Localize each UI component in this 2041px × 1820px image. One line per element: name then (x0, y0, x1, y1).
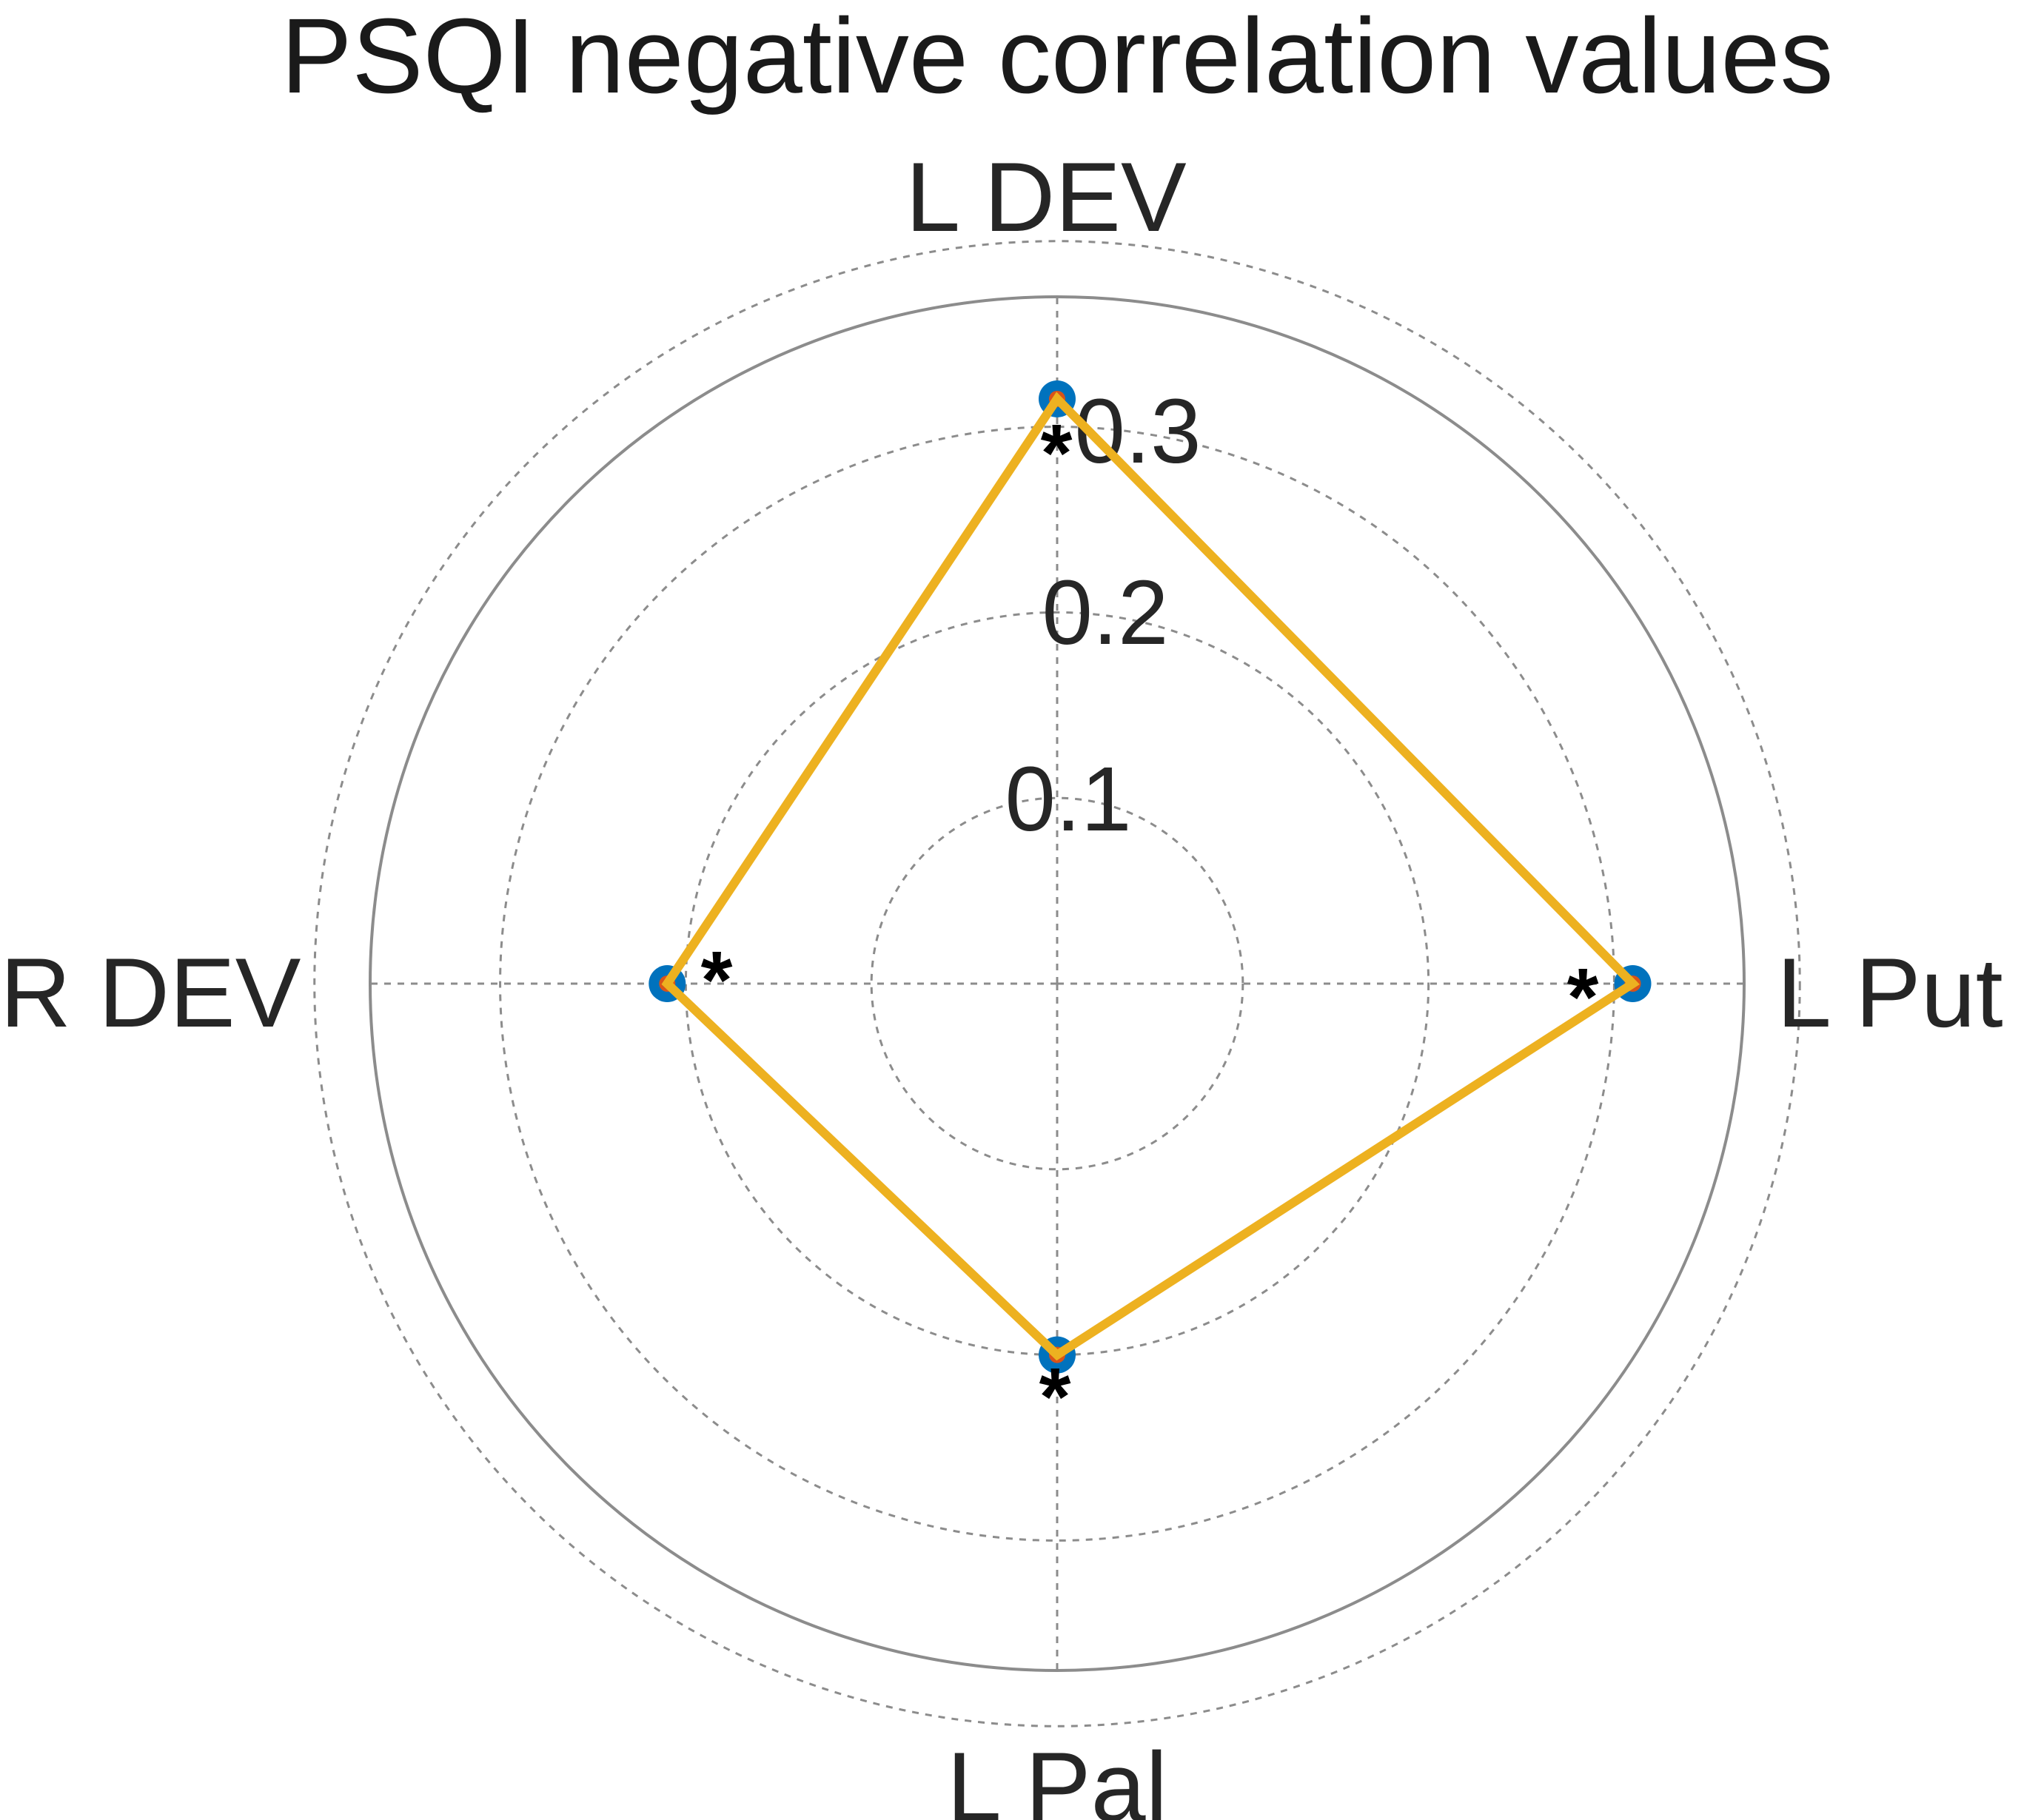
axis-label-r-dev: R DEV (0, 938, 301, 1048)
radial-ring (870, 796, 1244, 1171)
significance-star-l-put: * (1567, 952, 1599, 1043)
polar-grid (313, 240, 1801, 1727)
significance-star-r-dev: * (701, 935, 733, 1026)
radial-tick-label: 0.1 (1005, 749, 1132, 850)
axis-label-l-pal: L Pal (947, 1733, 1167, 1820)
radial-ring (499, 426, 1615, 1542)
radial-tick-label: 0.2 (1042, 563, 1169, 664)
radial-ring (684, 611, 1430, 1357)
radial-ring (313, 240, 1801, 1727)
axis-label-l-dev: L DEV (905, 143, 1187, 252)
data-series (649, 380, 1652, 1374)
significance-star-l-dev: * (1041, 408, 1073, 499)
outer-ring (369, 295, 1746, 1672)
significance-star-l-pal: * (1039, 1351, 1071, 1443)
chart-title: PSQI negative correlation values (281, 0, 1833, 115)
series-line (661, 392, 1640, 1361)
axis-label-l-put: L Put (1777, 938, 2003, 1048)
